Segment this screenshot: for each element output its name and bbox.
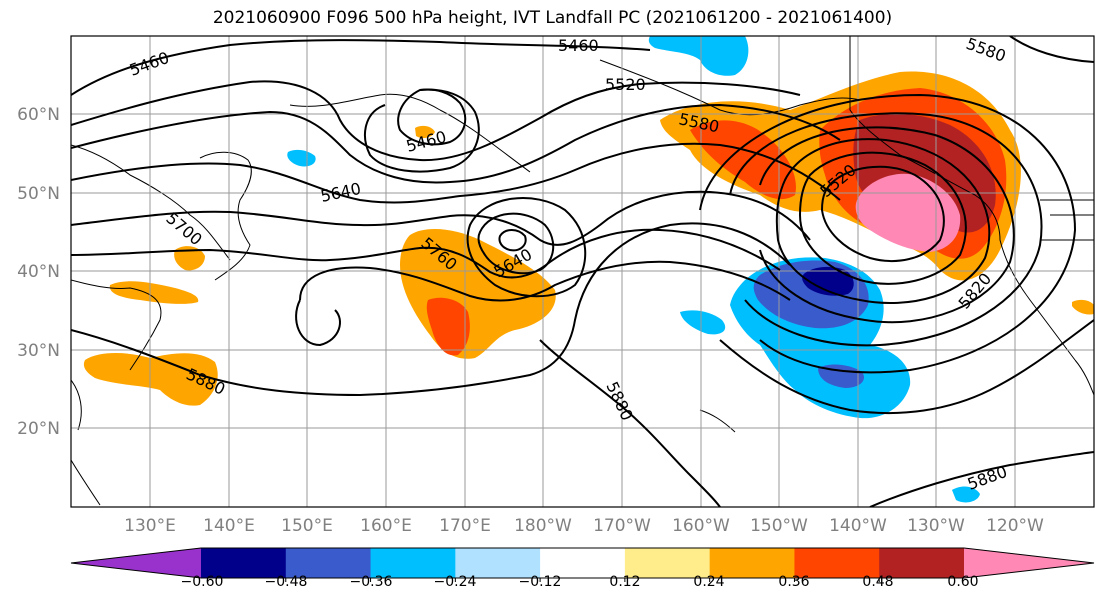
lat-tick-label: 50°N	[17, 184, 60, 204]
colorbar-tick-label: −0.48	[265, 574, 308, 590]
contour-line	[729, 112, 1043, 347]
contour-line	[1009, 36, 1094, 63]
lat-tick-label: 30°N	[17, 341, 60, 361]
negative-anomaly-region	[802, 266, 854, 296]
lon-tick-label: 150°E	[281, 516, 333, 536]
chart-title: 2021060900 F096 500 hPa height, IVT Land…	[212, 8, 893, 28]
contour-label: 5520	[605, 75, 646, 94]
negative-anomaly-region	[680, 310, 726, 335]
lat-tick-label: 60°N	[17, 105, 60, 125]
positive-anomaly-region	[174, 246, 205, 271]
positive-anomaly-region	[1072, 299, 1094, 315]
colorbar-bin	[879, 548, 965, 578]
contour-line	[71, 222, 791, 397]
lon-tick-label: 160°E	[360, 516, 412, 536]
colorbar	[70, 547, 1095, 582]
colorbar-bin	[370, 548, 456, 578]
colorbar-tick-label: 0.48	[862, 574, 893, 590]
colorbar-bin	[455, 548, 541, 578]
coastlines	[71, 36, 1094, 506]
positive-anomaly-region	[109, 281, 199, 304]
negative-anomaly-region	[648, 36, 749, 76]
contour-line	[539, 339, 721, 507]
colorbar-tick-label: 0.24	[693, 574, 724, 590]
contour-line	[299, 260, 791, 302]
lon-tick-label: 180°W	[514, 516, 572, 536]
contour-line	[498, 229, 527, 252]
colorbar-tick-labels: −0.60 −0.48 −0.36 −0.24 −0.12 0.12 0.24 …	[181, 574, 979, 590]
contour-line	[397, 88, 467, 146]
colorbar-outline	[70, 547, 1095, 579]
height-contours	[71, 36, 1094, 507]
lon-tick-label: 130°W	[907, 516, 965, 536]
colorbar-tick-label: 0.36	[778, 574, 809, 590]
negative-anomaly-region	[287, 149, 316, 167]
colorbar-tick-label: −0.12	[519, 574, 562, 590]
colorbar-bin	[624, 548, 711, 578]
lat-tick-label: 20°N	[17, 419, 60, 439]
contour-line	[71, 190, 811, 246]
colorbar-tick-label: 0.60	[947, 574, 978, 590]
lon-tick-label: 170°W	[593, 516, 651, 536]
lon-tick-label: 140°E	[203, 516, 255, 536]
lat-tick-label: 40°N	[17, 262, 60, 282]
contour-line	[71, 142, 841, 204]
lon-tick-labels: 130°E 140°E 150°E 160°E 170°E 180°W 170°…	[124, 516, 1044, 536]
negative-anomaly-region	[818, 364, 865, 388]
colorbar-bin	[71, 548, 201, 578]
colorbar-tick-label: −0.60	[181, 574, 224, 590]
contour-line	[71, 80, 801, 162]
lon-tick-label: 160°W	[672, 516, 730, 536]
contour-line	[477, 212, 555, 275]
map-area: 5460 5460 5520 5580 5460 5640 5700 5760 …	[71, 36, 1094, 507]
lon-tick-label: 140°W	[829, 516, 887, 536]
contour-line	[798, 151, 967, 285]
contour-line	[71, 103, 841, 184]
contour-line	[71, 228, 781, 279]
colorbar-tick-label: 0.12	[609, 574, 640, 590]
contour-line	[719, 319, 1094, 415]
lon-tick-label: 150°W	[750, 516, 808, 536]
positive-anomaly-region	[426, 297, 470, 356]
lon-tick-label: 170°E	[439, 516, 491, 536]
contour-line	[466, 197, 587, 298]
contour-line	[295, 299, 341, 347]
colorbar-bin	[964, 548, 1094, 578]
contour-line	[820, 165, 945, 262]
contour-line	[775, 138, 991, 304]
colorbar-bin	[285, 548, 372, 578]
contour-line	[71, 39, 651, 96]
contour-line	[699, 93, 1077, 374]
colorbar-bin	[540, 548, 626, 578]
positive-anomaly-region	[690, 120, 796, 200]
colorbar-bin	[201, 548, 287, 578]
contour-line	[364, 88, 480, 173]
positive-anomaly-region	[415, 125, 435, 139]
positive-anomaly-region	[83, 353, 218, 406]
lon-tick-label: 130°E	[124, 516, 176, 536]
lat-tick-labels: 60°N 50°N 40°N 30°N 20°N	[17, 105, 60, 439]
colorbar-bin	[709, 548, 795, 578]
negative-anomaly-region	[952, 486, 980, 503]
colorbar-bin	[794, 548, 880, 578]
contour-line	[869, 451, 1094, 507]
contour-label: 5460	[558, 36, 599, 55]
colorbar-tick-label: −0.36	[350, 574, 393, 590]
lon-tick-label: 120°W	[986, 516, 1044, 536]
colorbar-tick-label: −0.24	[434, 574, 477, 590]
contour-line	[759, 126, 1015, 324]
map-frame	[70, 35, 1095, 508]
